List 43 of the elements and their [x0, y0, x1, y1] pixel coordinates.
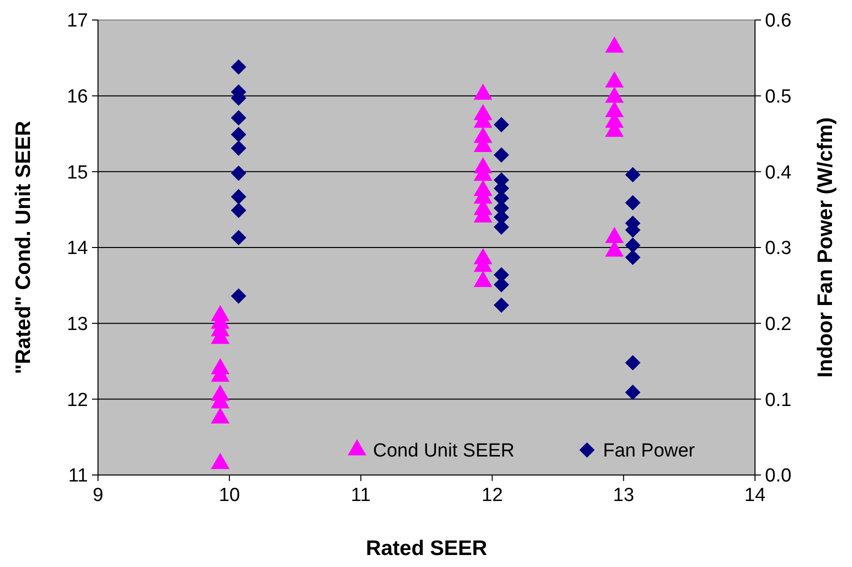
y2-tick-label: 0.0	[765, 466, 792, 487]
y-tick-label: 15	[66, 162, 88, 184]
x-tick-label: 9	[92, 485, 104, 506]
x-tick-label: 11	[350, 485, 371, 506]
point	[625, 355, 640, 370]
y2-axis-title: Indoor Fan Power (W/cfm)	[814, 117, 837, 378]
x-tick-label: 13	[613, 485, 634, 506]
point	[494, 116, 510, 132]
y-tick-label: 14	[66, 238, 88, 260]
point	[494, 147, 510, 163]
y2-tick-label: 0.4	[765, 162, 792, 184]
y2-tick-label: 0.3	[765, 238, 792, 260]
point	[625, 250, 640, 266]
y2-tick-label: 0.1	[765, 390, 792, 411]
point	[230, 230, 246, 246]
point	[230, 126, 246, 142]
y2-tick-label: 0.5	[765, 86, 792, 108]
point	[230, 288, 246, 304]
point	[230, 202, 246, 218]
y-tick-label: 12	[66, 390, 88, 411]
y-tick-label: 13	[66, 314, 88, 335]
y-tick-label: 11	[68, 466, 88, 487]
legend-label: Fan Power	[603, 440, 696, 462]
point	[625, 384, 640, 400]
y-axis-title: "Rated" Cond. Unit SEER	[12, 120, 35, 374]
y2-tick-label: 0.2	[765, 314, 792, 335]
x-tick-label: 12	[482, 485, 503, 506]
y-tick-label: 16	[66, 86, 88, 108]
y-tick-label: 17	[66, 10, 88, 32]
point	[625, 195, 640, 210]
point	[230, 140, 246, 156]
x-tick-label: 10	[218, 485, 240, 506]
x-axis-title: Rated SEER	[366, 537, 488, 560]
point	[494, 297, 510, 313]
x-tick-label: 14	[744, 485, 766, 506]
y2-tick-label: 0.6	[765, 10, 792, 32]
point	[625, 238, 640, 253]
legend-label: Cond Unit SEER	[373, 440, 515, 462]
point	[230, 189, 246, 204]
point	[230, 110, 246, 126]
point	[625, 167, 640, 182]
point	[230, 166, 246, 181]
point	[230, 59, 246, 75]
